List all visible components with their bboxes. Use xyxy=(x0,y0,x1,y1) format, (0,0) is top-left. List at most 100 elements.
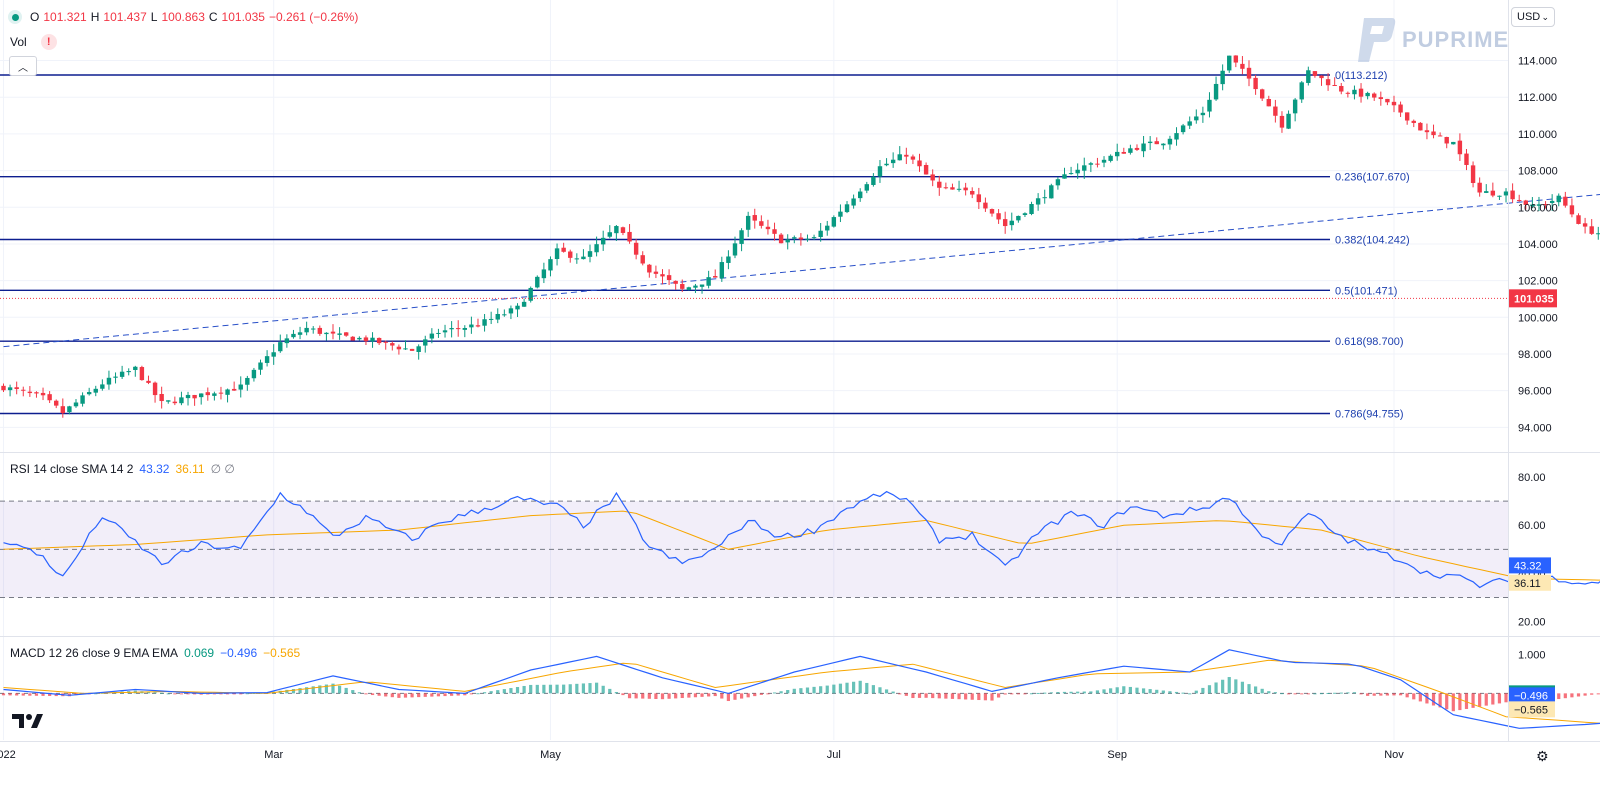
macd-histogram-bar xyxy=(186,693,190,695)
rsi-band-fill xyxy=(0,501,1508,598)
candle-body xyxy=(403,348,408,350)
macd-histogram-bar xyxy=(166,693,170,695)
fib-level-label: 0(113.212) xyxy=(1335,70,1387,82)
candle-body xyxy=(218,392,224,394)
candle-body xyxy=(607,232,612,237)
x-tick-label: Nov xyxy=(1384,749,1404,761)
macd-histogram-bar xyxy=(898,693,902,695)
macd-histogram-bar xyxy=(1095,690,1100,694)
macd-histogram-bar xyxy=(819,686,823,694)
candle-body xyxy=(291,333,296,338)
rsi-line xyxy=(3,490,1600,589)
candle-body xyxy=(535,276,540,288)
settings-gear-icon[interactable]: ⚙ xyxy=(1536,748,1549,764)
macd-histogram-bar xyxy=(423,693,427,697)
candle-body xyxy=(673,280,678,284)
macd-histogram-bar xyxy=(1016,693,1020,695)
macd-histogram-bar xyxy=(667,693,671,699)
macd-histogram-bar xyxy=(1596,693,1600,695)
candle-body xyxy=(409,348,415,351)
tradingview-logo-icon[interactable] xyxy=(12,712,44,730)
high-label: H xyxy=(90,10,100,24)
macd-histogram-bar xyxy=(463,693,467,696)
macd-histogram-bar xyxy=(153,692,157,694)
candle-body xyxy=(666,275,672,280)
macd-histogram-bar xyxy=(1148,689,1152,694)
rsi-y-tick-label: 60.00 xyxy=(1518,520,1546,532)
candle-body xyxy=(363,337,369,342)
macd-histogram-bar xyxy=(759,693,763,695)
candle-body xyxy=(245,377,250,385)
macd-histogram-bar xyxy=(891,691,895,694)
macd-histogram-bar xyxy=(1385,693,1389,696)
macd-histogram-bar xyxy=(726,693,730,702)
chevron-up-icon: ︿ xyxy=(18,62,28,74)
macd-histogram-bar xyxy=(950,693,955,699)
grid xyxy=(0,0,1508,740)
candle-body xyxy=(1484,191,1489,193)
macd-histogram-bar xyxy=(1221,679,1225,694)
candle-body xyxy=(1418,122,1423,131)
candle-body xyxy=(449,328,454,330)
candle-body xyxy=(1299,82,1304,100)
macd-histogram-bar xyxy=(786,690,790,694)
macd-histogram-bar xyxy=(1326,692,1330,694)
candle-body xyxy=(1128,148,1133,153)
candle-body xyxy=(1042,197,1047,199)
rsi-value-tag xyxy=(1509,557,1551,574)
candle-body xyxy=(297,332,303,335)
macd-histogram-bar xyxy=(1267,691,1271,694)
candle-body xyxy=(871,176,876,185)
candle-body xyxy=(1207,99,1212,112)
collapse-legend-button[interactable]: ︿ xyxy=(9,56,37,76)
candle-body xyxy=(73,402,79,407)
axes xyxy=(0,0,1600,742)
macd-histogram-bar xyxy=(733,693,737,700)
x-tick-label: Mar xyxy=(264,749,283,761)
candle-body xyxy=(423,339,428,346)
candle-body xyxy=(482,319,487,326)
macd-histogram-bar xyxy=(700,693,704,697)
macd-histogram-bar xyxy=(845,682,849,694)
macd-histogram-bar xyxy=(1458,693,1462,711)
candle-body xyxy=(179,397,184,404)
macd-histogram-bar xyxy=(1398,693,1403,696)
macd-histogram-bar xyxy=(1135,687,1139,694)
macd-histogram-bar xyxy=(1036,692,1040,694)
macd-histogram-bar xyxy=(324,684,329,694)
currency-selector[interactable]: USD ⌄ xyxy=(1511,7,1555,27)
candle-body xyxy=(574,258,580,260)
candle-body xyxy=(1358,88,1364,97)
candle-body xyxy=(884,163,889,166)
macd-histogram-bar xyxy=(331,683,335,694)
candle-body xyxy=(1121,151,1126,154)
candle-body xyxy=(1352,89,1357,95)
candle-body xyxy=(541,269,547,279)
macd-histogram-bar xyxy=(1497,693,1502,704)
macd-histogram-bar xyxy=(1405,693,1409,698)
macd-histogram-bar xyxy=(970,693,974,700)
candle-body xyxy=(686,287,692,290)
warning-icon[interactable]: ! xyxy=(40,34,57,50)
macd-histogram-bar xyxy=(957,693,961,700)
candle-body xyxy=(258,362,263,370)
candle-body xyxy=(1464,153,1469,165)
candle-body xyxy=(456,328,461,330)
macd-histogram-bar xyxy=(852,681,856,694)
macd-histogram-bar xyxy=(285,689,289,694)
macd-histogram-bar xyxy=(21,693,25,696)
candle-body xyxy=(27,391,33,394)
macd-histogram-bar xyxy=(766,693,770,695)
macd-histogram-bar xyxy=(173,693,177,695)
macd-histogram-bar xyxy=(34,693,39,696)
macd-histogram-bar xyxy=(54,693,58,697)
macd-histogram-bar xyxy=(1425,693,1429,704)
candle-body xyxy=(858,191,863,199)
macd-histogram-bar xyxy=(199,693,203,695)
ohlc-legend: O 101.321 H 101.437 L 100.863 C 101.035 −0.2… xyxy=(8,10,358,24)
candle-body xyxy=(271,352,276,357)
candle-body xyxy=(324,332,329,335)
macd-histogram-bar xyxy=(772,692,777,694)
candle-body xyxy=(1068,173,1074,175)
